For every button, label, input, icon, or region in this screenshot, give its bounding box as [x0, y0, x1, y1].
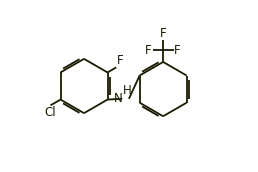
Text: H: H — [123, 84, 132, 97]
Text: Cl: Cl — [44, 106, 56, 119]
Text: F: F — [160, 27, 166, 40]
Text: F: F — [145, 44, 152, 57]
Text: F: F — [117, 54, 123, 67]
Text: F: F — [174, 44, 181, 57]
Text: N: N — [114, 92, 122, 105]
